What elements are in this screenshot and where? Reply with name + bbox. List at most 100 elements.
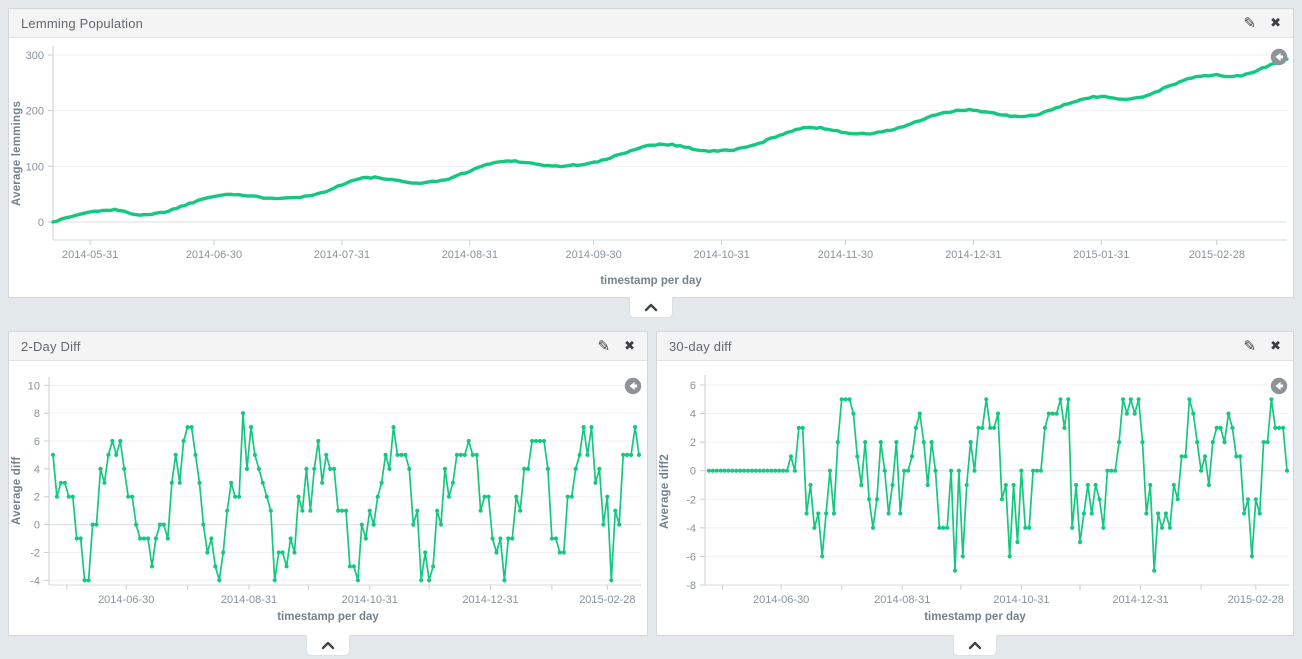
data-point	[1128, 397, 1133, 402]
y-tick-label: 100	[26, 161, 44, 173]
data-point	[328, 466, 333, 471]
data-point	[518, 508, 523, 513]
data-point	[726, 468, 731, 473]
data-point	[605, 494, 610, 499]
lemming-population-line-chart[interactable]: 300 200 100 0 2014-05-31 2014-06-30 2014-07-31…	[9, 38, 1293, 270]
edit-pencil-icon[interactable]: ✎	[597, 336, 611, 355]
data-point	[407, 466, 412, 471]
collapse-chevron-button[interactable]	[953, 635, 997, 656]
data-point	[1277, 425, 1282, 430]
arrow-circle-left-icon[interactable]	[1270, 377, 1288, 395]
data-point	[569, 494, 574, 499]
data-point	[1152, 568, 1157, 573]
data-point	[757, 468, 762, 473]
data-point	[474, 452, 479, 457]
data-point	[201, 522, 206, 527]
data-point	[399, 452, 404, 457]
data-point	[494, 550, 499, 555]
collapse-chevron-button[interactable]	[629, 297, 673, 318]
data-point	[1011, 482, 1016, 488]
data-point	[749, 468, 754, 473]
data-point	[636, 452, 642, 457]
data-point	[952, 568, 958, 573]
y-tick-label: -8	[686, 580, 696, 592]
data-point	[1019, 468, 1024, 473]
data-point	[1046, 411, 1051, 416]
two-day-diff-line-chart[interactable]: 10 8 6 4 2 0 -2 -4 2014-06-30 2014-08-31 2014-10-3…	[9, 361, 647, 609]
chart-area: Average lemmings 300 200 100 0 2014-05-31 201…	[9, 38, 1293, 297]
data-point	[1027, 525, 1032, 530]
arrow-circle-left-icon[interactable]	[1270, 48, 1288, 66]
data-point	[1015, 540, 1020, 545]
data-point	[804, 511, 809, 516]
close-icon[interactable]: ✖	[1270, 15, 1281, 31]
y-tick-label: -6	[686, 551, 696, 563]
close-icon[interactable]: ✖	[1270, 338, 1281, 354]
data-point	[134, 522, 139, 527]
data-point	[765, 468, 770, 473]
data-point	[233, 494, 238, 499]
data-point	[1070, 525, 1075, 530]
data-point	[1187, 397, 1192, 402]
data-point	[411, 522, 416, 527]
collapse-chevron-button[interactable]	[306, 635, 350, 656]
data-point	[395, 452, 400, 457]
panel-lemming-population: Lemming Population ✎ ✖ Average lemmings …	[8, 8, 1294, 318]
panel-2-day-diff: 2-Day Diff ✎ ✖ Average diff 10 8 6 4 2 0 -2 -4 2…	[8, 331, 648, 656]
x-axis-title: timestamp per day	[600, 275, 702, 287]
close-icon[interactable]: ✖	[624, 338, 635, 354]
data-point	[502, 578, 507, 583]
data-point	[138, 536, 143, 541]
data-point	[423, 550, 428, 555]
data-point	[1206, 482, 1211, 488]
data-point	[149, 564, 155, 569]
data-point	[268, 508, 273, 513]
data-point	[549, 536, 555, 541]
data-point	[745, 468, 751, 473]
data-point	[1093, 482, 1098, 488]
data-point	[1159, 525, 1165, 530]
y-tick-label: 4	[690, 409, 696, 421]
data-point	[1120, 397, 1126, 402]
data-point	[921, 440, 926, 445]
edit-pencil-icon[interactable]: ✎	[1243, 336, 1257, 355]
data-point	[189, 425, 194, 430]
data-point	[835, 440, 840, 445]
data-point	[537, 438, 543, 444]
data-point	[229, 480, 234, 485]
data-point	[980, 425, 985, 430]
data-point	[1183, 454, 1188, 459]
data-point	[625, 452, 630, 457]
y-tick-label: 2	[34, 492, 40, 504]
data-point	[1042, 425, 1047, 430]
x-tick-label: 2015-01-31	[1073, 249, 1129, 261]
data-point	[1253, 497, 1258, 502]
data-point	[296, 494, 301, 499]
data-point	[949, 468, 954, 473]
data-point	[1003, 482, 1008, 488]
data-point	[960, 554, 965, 559]
data-point	[379, 480, 384, 485]
data-point	[925, 482, 930, 488]
data-point	[522, 466, 527, 471]
data-point	[177, 480, 182, 485]
data-point	[248, 425, 254, 430]
data-point	[1273, 425, 1278, 430]
arrow-circle-left-icon[interactable]	[624, 377, 642, 395]
data-point	[753, 468, 758, 473]
data-point	[874, 497, 879, 502]
edit-pencil-icon[interactable]: ✎	[1243, 13, 1257, 32]
data-point	[304, 466, 309, 471]
data-point	[882, 468, 887, 473]
data-point	[130, 494, 135, 499]
data-point	[324, 452, 329, 457]
data-point	[70, 494, 75, 499]
y-tick-label: -2	[30, 547, 40, 559]
data-point	[450, 480, 455, 485]
chart-area: Average diff2 6 4 2 0 -2 -4 -6 -8 2014-06-30 2014…	[657, 361, 1293, 635]
thirty-day-diff-line-chart[interactable]: 6 4 2 0 -2 -4 -6 -8 2014-06-30 2014-08-31 2014-10-…	[657, 361, 1293, 609]
data-point	[1034, 468, 1040, 473]
data-point	[581, 425, 586, 430]
data-point	[890, 482, 895, 488]
data-point	[260, 480, 265, 485]
